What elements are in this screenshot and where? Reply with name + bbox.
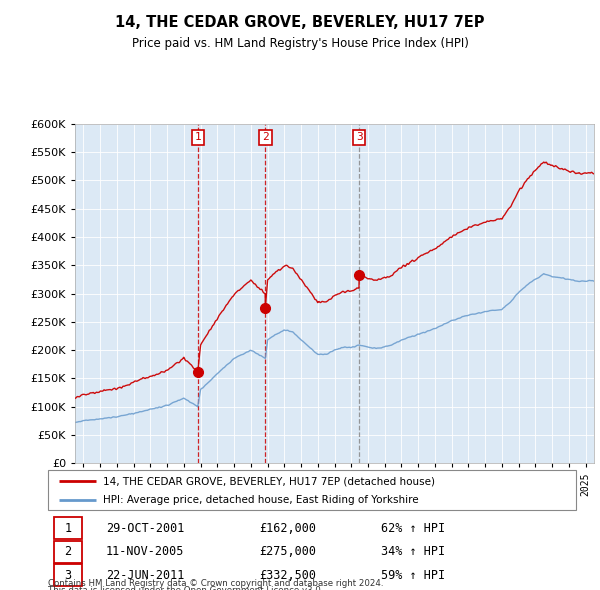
Bar <box>55 517 82 539</box>
Text: 1: 1 <box>194 132 201 142</box>
Bar <box>55 540 82 563</box>
Text: This data is licensed under the Open Government Licence v3.0.: This data is licensed under the Open Gov… <box>48 586 323 590</box>
Text: Contains HM Land Registry data © Crown copyright and database right 2024.: Contains HM Land Registry data © Crown c… <box>48 579 383 588</box>
Text: 2: 2 <box>262 132 269 142</box>
Text: 3: 3 <box>65 569 71 582</box>
Text: 14, THE CEDAR GROVE, BEVERLEY, HU17 7EP: 14, THE CEDAR GROVE, BEVERLEY, HU17 7EP <box>115 15 485 30</box>
Text: 62% ↑ HPI: 62% ↑ HPI <box>380 522 445 535</box>
Text: Price paid vs. HM Land Registry's House Price Index (HPI): Price paid vs. HM Land Registry's House … <box>131 37 469 50</box>
Text: 34% ↑ HPI: 34% ↑ HPI <box>380 545 445 558</box>
Text: HPI: Average price, detached house, East Riding of Yorkshire: HPI: Average price, detached house, East… <box>103 496 419 505</box>
Bar <box>55 564 82 586</box>
Text: 2: 2 <box>65 545 71 558</box>
Text: 3: 3 <box>356 132 362 142</box>
Text: £162,000: £162,000 <box>259 522 316 535</box>
Text: 1: 1 <box>65 522 71 535</box>
Text: £275,000: £275,000 <box>259 545 316 558</box>
Text: £332,500: £332,500 <box>259 569 316 582</box>
Text: 29-OCT-2001: 29-OCT-2001 <box>106 522 184 535</box>
Text: 14, THE CEDAR GROVE, BEVERLEY, HU17 7EP (detached house): 14, THE CEDAR GROVE, BEVERLEY, HU17 7EP … <box>103 477 436 487</box>
Text: 11-NOV-2005: 11-NOV-2005 <box>106 545 184 558</box>
Text: 59% ↑ HPI: 59% ↑ HPI <box>380 569 445 582</box>
Text: 22-JUN-2011: 22-JUN-2011 <box>106 569 184 582</box>
